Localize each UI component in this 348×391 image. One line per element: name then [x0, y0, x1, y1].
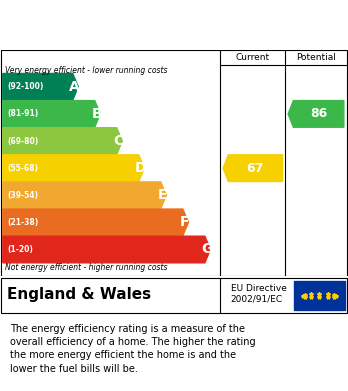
- Polygon shape: [3, 100, 100, 127]
- Text: F: F: [180, 215, 190, 230]
- Polygon shape: [288, 100, 344, 127]
- Text: (55-68): (55-68): [8, 164, 39, 173]
- Text: Potential: Potential: [296, 53, 336, 62]
- Text: (69-80): (69-80): [8, 136, 39, 145]
- Bar: [294, 281, 345, 310]
- Polygon shape: [3, 182, 166, 208]
- Polygon shape: [223, 155, 283, 181]
- Text: E: E: [158, 188, 168, 202]
- Text: Not energy efficient - higher running costs: Not energy efficient - higher running co…: [5, 263, 168, 272]
- Polygon shape: [3, 209, 188, 236]
- Text: EU Directive
2002/91/EC: EU Directive 2002/91/EC: [231, 284, 287, 304]
- Polygon shape: [3, 236, 211, 263]
- Text: A: A: [69, 80, 80, 94]
- Text: D: D: [135, 161, 147, 175]
- Text: (92-100): (92-100): [8, 82, 44, 91]
- Text: B: B: [92, 107, 102, 121]
- Text: The energy efficiency rating is a measure of the
overall efficiency of a home. T: The energy efficiency rating is a measur…: [10, 324, 256, 373]
- Text: England & Wales: England & Wales: [7, 287, 151, 302]
- Text: Current: Current: [236, 53, 270, 62]
- Polygon shape: [3, 155, 144, 181]
- Polygon shape: [3, 128, 122, 154]
- Text: Very energy efficient - lower running costs: Very energy efficient - lower running co…: [5, 66, 168, 75]
- Text: (1-20): (1-20): [8, 245, 33, 254]
- Polygon shape: [3, 74, 78, 100]
- Text: G: G: [201, 242, 213, 256]
- Text: 86: 86: [310, 108, 327, 120]
- Text: (21-38): (21-38): [8, 218, 39, 227]
- Text: (39-54): (39-54): [8, 191, 39, 200]
- Text: C: C: [114, 134, 124, 148]
- Text: 67: 67: [247, 161, 264, 175]
- Text: Energy Efficiency Rating: Energy Efficiency Rating: [10, 23, 232, 38]
- Text: (81-91): (81-91): [8, 109, 39, 118]
